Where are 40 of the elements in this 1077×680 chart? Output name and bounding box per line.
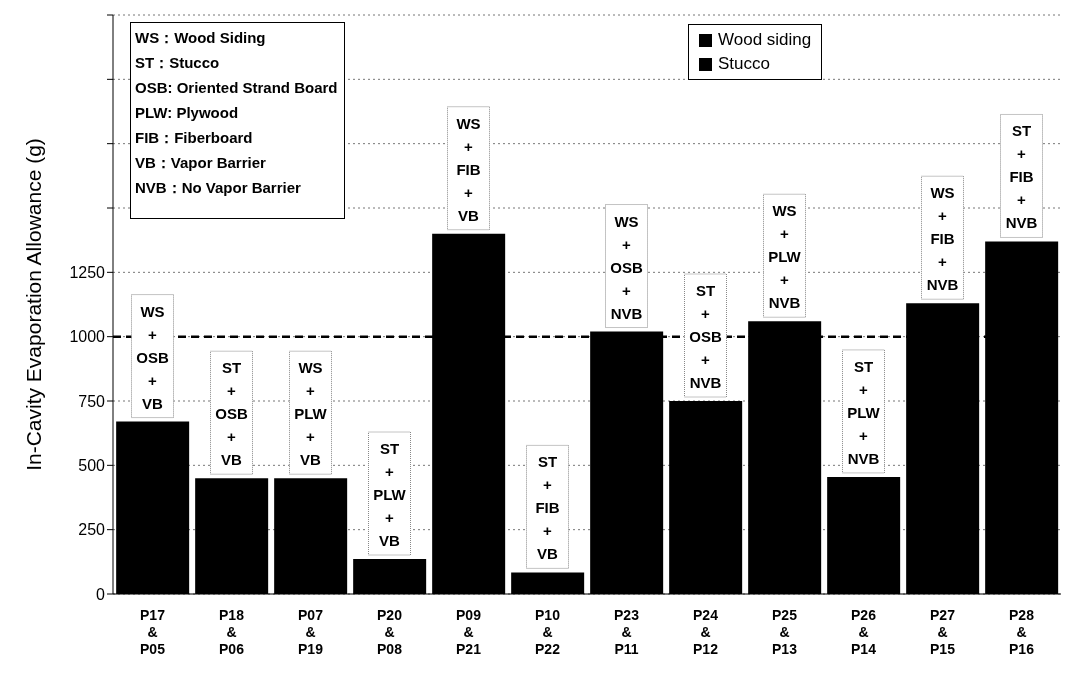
annotation: ST + FIB + VB bbox=[535, 453, 560, 563]
x-tick-label: P17 & P05 bbox=[140, 607, 166, 657]
y-tick-label: 0 bbox=[96, 585, 106, 603]
y-axis-title: In-Cavity Evaporation Allowance (g) bbox=[21, 138, 45, 471]
annotation: WS + PLW + VB bbox=[294, 359, 328, 469]
x-tick-label: P07 & P19 bbox=[298, 607, 324, 657]
legend-label: Stucco bbox=[718, 53, 770, 75]
x-tick-label: P27 & P15 bbox=[930, 607, 956, 657]
annotation: WS + OSB + VB bbox=[136, 302, 169, 412]
annotation: WS + PLW + NVB bbox=[768, 202, 802, 312]
y-tick-label: 250 bbox=[78, 521, 106, 539]
x-tick-label: P09 & P21 bbox=[456, 607, 482, 657]
x-tick-label: P10 & P22 bbox=[535, 607, 561, 657]
annotation: WS + FIB + VB bbox=[456, 114, 481, 224]
x-tick-label: P18 & P06 bbox=[219, 607, 245, 657]
y-tick-label: 750 bbox=[78, 392, 106, 410]
annotation: WS + OSB + NVB bbox=[610, 212, 643, 322]
annotation: ST + OSB + VB bbox=[215, 359, 248, 469]
annotation: WS + FIB + NVB bbox=[926, 184, 959, 294]
annotation: ST + FIB + NVB bbox=[1005, 122, 1038, 232]
x-tick-label: P20 & P08 bbox=[377, 607, 403, 657]
annotation: ST + OSB + NVB bbox=[689, 282, 722, 391]
annotation: ST + PLW + VB bbox=[373, 440, 407, 549]
x-tick-label: P23 & P11 bbox=[614, 607, 640, 657]
annotation: NVB：No Vapor Barrier bbox=[135, 178, 302, 198]
y-tick-label: 1000 bbox=[69, 328, 106, 346]
annotation: FIB：Fiberboard bbox=[135, 128, 254, 148]
legend-label: Wood siding bbox=[718, 29, 812, 51]
annotation: WS：Wood Siding bbox=[135, 28, 267, 48]
y-tick-label: 500 bbox=[78, 457, 106, 475]
x-tick-label: P24 & P12 bbox=[693, 607, 719, 657]
annotation: ST + PLW + NVB bbox=[847, 357, 881, 467]
x-tick-label: P25 & P13 bbox=[772, 607, 798, 657]
x-tick-label: P28 & P16 bbox=[1009, 607, 1035, 657]
annotation: PLW: Plywood bbox=[135, 103, 240, 123]
y-tick-label: 1250 bbox=[69, 264, 106, 282]
annotation: OSB: Oriented Strand Board bbox=[135, 78, 338, 98]
annotation: ST：Stucco bbox=[135, 53, 221, 73]
x-tick-label: P26 & P14 bbox=[851, 607, 877, 657]
annotation: VB：Vapor Barrier bbox=[135, 153, 267, 173]
